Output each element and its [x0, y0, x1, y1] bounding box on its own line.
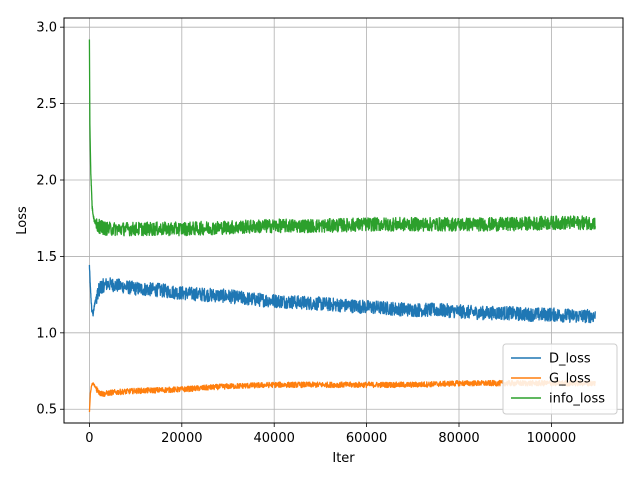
legend-label: G_loss	[549, 372, 591, 387]
x-tick-label: 80000	[438, 431, 479, 446]
y-tick-label: 2.0	[36, 174, 57, 189]
x-tick-label: 60000	[346, 431, 387, 446]
plot-frame	[63, 17, 624, 424]
ticks: 0 20000 40000 60000 80000 100000 0.5 1.0 1.5 2.0 2…	[36, 21, 576, 446]
legend-label: D_loss	[549, 352, 591, 367]
series-line-info-loss	[88, 39, 596, 237]
y-axis-label: Loss	[15, 206, 30, 235]
y-tick-label: 1.0	[36, 326, 57, 341]
series-line-D-loss	[88, 264, 596, 324]
x-tick-label: 0	[85, 431, 93, 446]
x-tick-label: 40000	[254, 431, 295, 446]
y-tick-label: 3.0	[36, 21, 57, 36]
legend: D_loss G_loss info_loss	[502, 343, 618, 415]
y-tick-label: 0.5	[36, 403, 57, 418]
legend-label: info_loss	[549, 392, 605, 407]
x-tick-label: 20000	[161, 431, 202, 446]
y-tick-label: 2.5	[36, 97, 57, 112]
x-axis-label: Iter	[332, 451, 355, 466]
y-tick-label: 1.5	[36, 250, 57, 265]
legend-box	[502, 343, 618, 415]
x-tick-label: 100000	[527, 431, 577, 446]
